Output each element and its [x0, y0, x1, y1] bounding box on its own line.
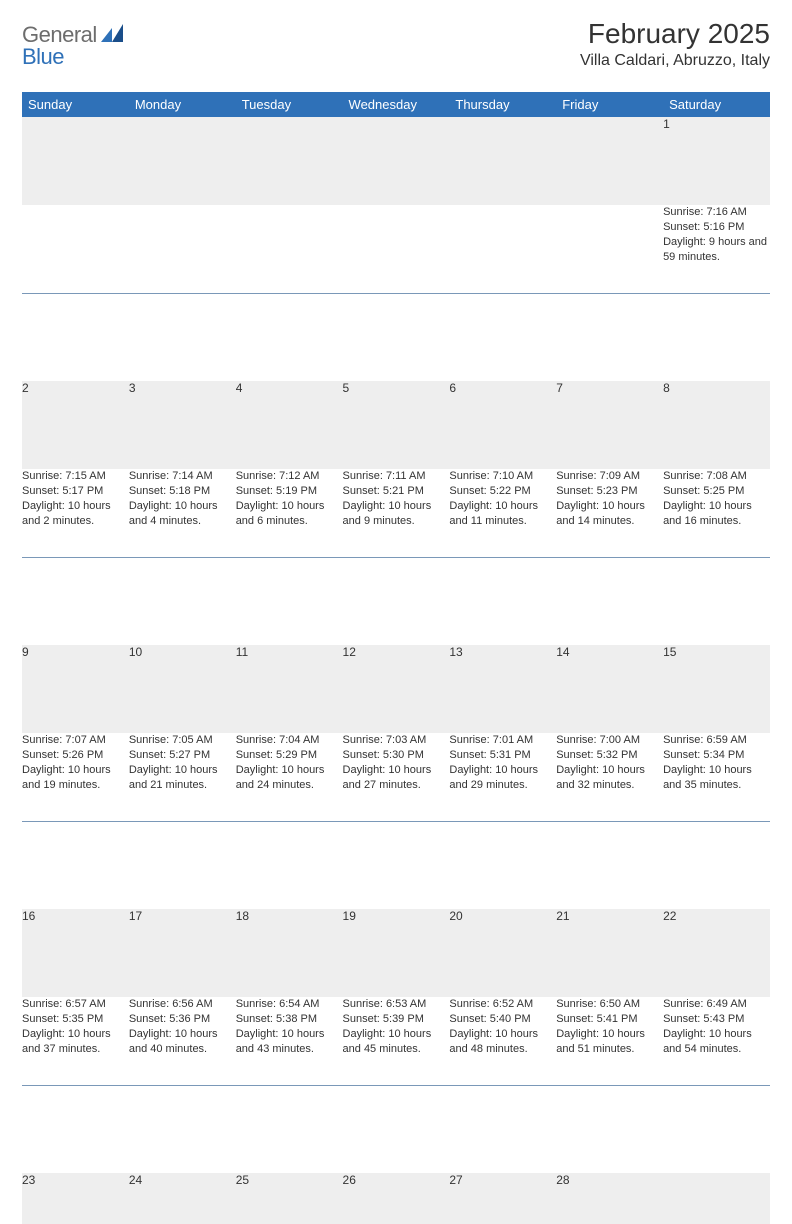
day-cell: Sunrise: 7:15 AMSunset: 5:17 PMDaylight:… [22, 469, 129, 557]
day-cell: Sunrise: 7:09 AMSunset: 5:23 PMDaylight:… [556, 469, 663, 557]
calendar-body: 1Sunrise: 7:16 AMSunset: 5:16 PMDaylight… [22, 117, 770, 1224]
week-daynum-row: 1 [22, 117, 770, 205]
day-number: 9 [22, 645, 129, 733]
day-cell: Sunrise: 7:16 AMSunset: 5:16 PMDaylight:… [663, 205, 770, 293]
day-cell: Sunrise: 6:56 AMSunset: 5:36 PMDaylight:… [129, 997, 236, 1085]
day-header: Saturday [663, 92, 770, 117]
day-number [663, 1173, 770, 1224]
day-header: Monday [129, 92, 236, 117]
week-daynum-row: 9101112131415 [22, 645, 770, 733]
day-number: 12 [343, 645, 450, 733]
day-header: Tuesday [236, 92, 343, 117]
day-cell: Sunrise: 6:57 AMSunset: 5:35 PMDaylight:… [22, 997, 129, 1085]
day-cell: Sunrise: 7:05 AMSunset: 5:27 PMDaylight:… [129, 733, 236, 821]
day-cell: Sunrise: 6:52 AMSunset: 5:40 PMDaylight:… [449, 997, 556, 1085]
day-cell: Sunrise: 7:03 AMSunset: 5:30 PMDaylight:… [343, 733, 450, 821]
month-title: February 2025 [580, 18, 770, 50]
day-cell [129, 205, 236, 293]
week-content-row: Sunrise: 6:57 AMSunset: 5:35 PMDaylight:… [22, 997, 770, 1085]
day-number [129, 117, 236, 205]
day-number: 11 [236, 645, 343, 733]
day-cell: Sunrise: 6:50 AMSunset: 5:41 PMDaylight:… [556, 997, 663, 1085]
day-number [449, 117, 556, 205]
day-number: 2 [22, 381, 129, 469]
day-cell [343, 205, 450, 293]
week-content-row: Sunrise: 7:07 AMSunset: 5:26 PMDaylight:… [22, 733, 770, 821]
day-cell: Sunrise: 6:49 AMSunset: 5:43 PMDaylight:… [663, 997, 770, 1085]
day-number [22, 117, 129, 205]
day-number: 3 [129, 381, 236, 469]
day-cell: Sunrise: 7:12 AMSunset: 5:19 PMDaylight:… [236, 469, 343, 557]
logo-blue-wrap: Blue [22, 44, 64, 70]
day-number: 14 [556, 645, 663, 733]
week-daynum-row: 16171819202122 [22, 909, 770, 997]
day-cell: Sunrise: 7:07 AMSunset: 5:26 PMDaylight:… [22, 733, 129, 821]
week-content-row: Sunrise: 7:16 AMSunset: 5:16 PMDaylight:… [22, 205, 770, 293]
day-number: 8 [663, 381, 770, 469]
day-number: 13 [449, 645, 556, 733]
day-cell: Sunrise: 7:14 AMSunset: 5:18 PMDaylight:… [129, 469, 236, 557]
location-text: Villa Caldari, Abruzzo, Italy [580, 52, 770, 70]
day-cell [236, 205, 343, 293]
day-number: 16 [22, 909, 129, 997]
day-number: 23 [22, 1173, 129, 1224]
logo-text-blue: Blue [22, 44, 64, 69]
day-cell [556, 205, 663, 293]
day-header: Thursday [449, 92, 556, 117]
day-number: 4 [236, 381, 343, 469]
day-header-row: SundayMondayTuesdayWednesdayThursdayFrid… [22, 92, 770, 117]
day-number: 20 [449, 909, 556, 997]
day-number: 19 [343, 909, 450, 997]
day-number: 27 [449, 1173, 556, 1224]
day-number: 26 [343, 1173, 450, 1224]
day-cell: Sunrise: 6:59 AMSunset: 5:34 PMDaylight:… [663, 733, 770, 821]
day-number: 6 [449, 381, 556, 469]
day-number: 18 [236, 909, 343, 997]
day-cell: Sunrise: 7:10 AMSunset: 5:22 PMDaylight:… [449, 469, 556, 557]
day-cell: Sunrise: 7:00 AMSunset: 5:32 PMDaylight:… [556, 733, 663, 821]
day-cell: Sunrise: 7:11 AMSunset: 5:21 PMDaylight:… [343, 469, 450, 557]
day-number [236, 117, 343, 205]
day-number: 1 [663, 117, 770, 205]
day-cell: Sunrise: 7:08 AMSunset: 5:25 PMDaylight:… [663, 469, 770, 557]
day-cell: Sunrise: 7:04 AMSunset: 5:29 PMDaylight:… [236, 733, 343, 821]
day-number: 21 [556, 909, 663, 997]
day-header: Friday [556, 92, 663, 117]
page-header: General February 2025 Villa Caldari, Abr… [22, 18, 770, 70]
week-daynum-row: 2345678 [22, 381, 770, 469]
day-number: 25 [236, 1173, 343, 1224]
day-cell: Sunrise: 7:01 AMSunset: 5:31 PMDaylight:… [449, 733, 556, 821]
day-cell: Sunrise: 6:54 AMSunset: 5:38 PMDaylight:… [236, 997, 343, 1085]
calendar-table: SundayMondayTuesdayWednesdayThursdayFrid… [22, 92, 770, 1224]
day-number: 22 [663, 909, 770, 997]
day-header: Wednesday [343, 92, 450, 117]
day-cell: Sunrise: 6:53 AMSunset: 5:39 PMDaylight:… [343, 997, 450, 1085]
logo-mark-icon [101, 24, 123, 47]
day-number: 15 [663, 645, 770, 733]
day-header: Sunday [22, 92, 129, 117]
day-number [556, 117, 663, 205]
day-number [343, 117, 450, 205]
week-daynum-row: 232425262728 [22, 1173, 770, 1224]
title-block: February 2025 Villa Caldari, Abruzzo, It… [580, 18, 770, 70]
day-number: 17 [129, 909, 236, 997]
day-number: 28 [556, 1173, 663, 1224]
day-number: 7 [556, 381, 663, 469]
day-cell [449, 205, 556, 293]
day-cell [22, 205, 129, 293]
day-number: 10 [129, 645, 236, 733]
week-content-row: Sunrise: 7:15 AMSunset: 5:17 PMDaylight:… [22, 469, 770, 557]
day-number: 24 [129, 1173, 236, 1224]
day-number: 5 [343, 381, 450, 469]
